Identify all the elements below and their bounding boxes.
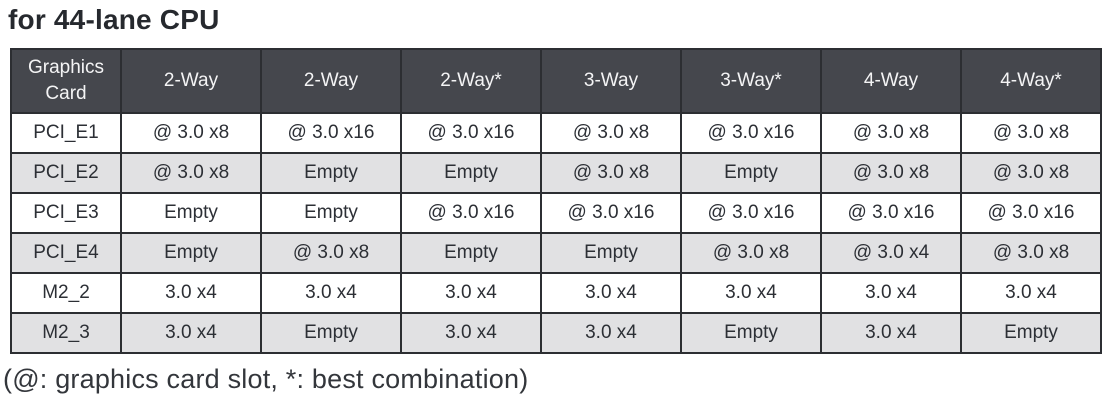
config-cell: @ 3.0 x8 [820,152,962,194]
config-cell: Empty [540,232,682,274]
config-cell: @ 3.0 x8 [960,232,1102,274]
header-cell-way-config: 4-Way* [960,48,1102,114]
config-cell: 3.0 x4 [540,312,682,354]
config-cell: 3.0 x4 [400,312,542,354]
config-cell: Empty [400,232,542,274]
config-cell: @ 3.0 x16 [680,112,822,154]
config-cell: @ 3.0 x8 [540,152,682,194]
config-cell: Empty [260,312,402,354]
config-cell: Empty [120,192,262,234]
config-cell: @ 3.0 x16 [540,192,682,234]
table-row: M2_3 3.0 x4 Empty 3.0 x4 3.0 x4 Empty 3.0 x4 Em… [10,312,1102,354]
table-row: PCI_E3 Empty Empty @ 3.0 x16 @ 3.0 x16 @ 3.0 … [10,192,1102,234]
config-cell: 3.0 x4 [680,272,822,314]
config-cell: 3.0 x4 [260,272,402,314]
config-cell: Empty [260,152,402,194]
config-cell: 3.0 x4 [960,272,1102,314]
config-cell: @ 3.0 x8 [820,112,962,154]
config-cell: 3.0 x4 [120,312,262,354]
config-cell: 3.0 x4 [540,272,682,314]
config-cell: @ 3.0 x8 [960,152,1102,194]
config-cell: @ 3.0 x8 [260,232,402,274]
config-cell: @ 3.0 x8 [120,112,262,154]
row-label: PCI_E1 [10,112,122,154]
config-cell: Empty [680,312,822,354]
config-cell: @ 3.0 x8 [960,112,1102,154]
config-cell: @ 3.0 x16 [400,192,542,234]
table-row: PCI_E1 @ 3.0 x8 @ 3.0 x16 @ 3.0 x16 @ 3.0 x8… [10,112,1102,154]
legend-note: (@: graphics card slot, *: best combinat… [3,364,529,394]
config-cell: @ 3.0 x8 [120,152,262,194]
config-cell: @ 3.0 x16 [400,112,542,154]
config-cell: 3.0 x4 [400,272,542,314]
config-cell: Empty [120,232,262,274]
row-label: PCI_E4 [10,232,122,274]
header-cell-graphics-card: Graphics Card [10,48,122,114]
config-cell: Empty [680,152,822,194]
config-cell: Empty [960,312,1102,354]
config-cell: @ 3.0 x16 [260,112,402,154]
header-cell-way-config: 3-Way* [680,48,822,114]
config-cell: Empty [400,152,542,194]
header-cell-way-config: 3-Way [540,48,682,114]
config-cell: 3.0 x4 [820,272,962,314]
row-label: M2_2 [10,272,122,314]
table-row: M2_2 3.0 x4 3.0 x4 3.0 x4 3.0 x4 3.0 x4 3.0 x4… [10,272,1102,314]
table-row: PCI_E4 Empty @ 3.0 x8 Empty Empty @ 3.0 x8 @ 3… [10,232,1102,274]
header-cell-way-config: 2-Way [120,48,262,114]
config-cell: @ 3.0 x8 [540,112,682,154]
lane-config-table: Graphics Card 2-Way 2-Way 2-Way* 3-Way 3-Way*… [10,48,1102,354]
table-body: PCI_E1 @ 3.0 x8 @ 3.0 x16 @ 3.0 x16 @ 3.0 x8… [10,112,1102,354]
header-row: Graphics Card 2-Way 2-Way 2-Way* 3-Way 3-Way*… [10,48,1102,114]
table-row: PCI_E2 @ 3.0 x8 Empty Empty @ 3.0 x8 Empty @ 3… [10,152,1102,194]
row-label: PCI_E2 [10,152,122,194]
header-cell-way-config: 2-Way* [400,48,542,114]
header-cell-way-config: 2-Way [260,48,402,114]
row-label: M2_3 [10,312,122,354]
config-cell: @ 3.0 x16 [680,192,822,234]
config-cell: 3.0 x4 [120,272,262,314]
table-header: Graphics Card 2-Way 2-Way 2-Way* 3-Way 3-Way*… [10,48,1102,114]
config-cell: @ 3.0 x16 [960,192,1102,234]
config-cell: @ 3.0 x4 [820,232,962,274]
config-cell: @ 3.0 x16 [820,192,962,234]
config-cell: 3.0 x4 [820,312,962,354]
header-cell-way-config: 4-Way [820,48,962,114]
row-label: PCI_E3 [10,192,122,234]
config-cell: Empty [260,192,402,234]
config-cell: @ 3.0 x8 [680,232,822,274]
page-title: for 44-lane CPU [8,4,220,35]
